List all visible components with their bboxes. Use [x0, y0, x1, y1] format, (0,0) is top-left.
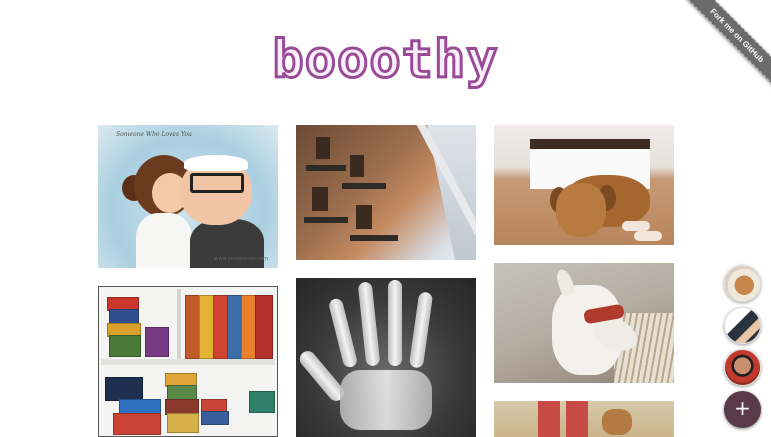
photo-greyhound-red-collar[interactable]	[494, 263, 674, 383]
illustration-signature: www.jonastorres.com	[214, 256, 268, 262]
photo-shape	[350, 235, 398, 241]
photo-shape	[357, 281, 381, 367]
photo-shape	[316, 137, 330, 159]
photo-shape	[109, 335, 141, 357]
avatar-person-red-shirt[interactable]	[724, 349, 761, 386]
photo-shape	[342, 183, 386, 189]
photo-shape	[312, 187, 328, 211]
photo-shape	[556, 183, 606, 237]
github-ribbon[interactable]: Fork me on GitHub	[681, 0, 771, 90]
illustration-shape	[190, 173, 244, 193]
photo-shape	[167, 413, 199, 433]
photo-shape	[145, 327, 169, 357]
photo-shape	[388, 280, 402, 366]
photo-shape	[427, 125, 476, 260]
photo-shape	[408, 291, 434, 369]
photo-building-facade[interactable]	[296, 125, 476, 260]
add-button[interactable]: +	[724, 391, 761, 428]
illustration-shape	[184, 155, 248, 171]
photo-shape	[602, 409, 632, 435]
photo-shape	[306, 165, 346, 171]
photo-shape	[350, 155, 364, 177]
photo-shape	[327, 297, 359, 369]
photo-shape	[105, 377, 143, 401]
avatar-person-hood[interactable]	[724, 307, 761, 344]
photo-hand-xray[interactable]	[296, 278, 476, 437]
photo-shape	[634, 231, 662, 241]
photo-shape	[304, 217, 348, 223]
illustration-shape	[136, 213, 192, 268]
photo-couple-illustration[interactable]: Someone Who Loves You www.jonastorres.co…	[98, 125, 278, 268]
photo-shape	[553, 267, 577, 297]
photo-shape	[538, 401, 560, 437]
photo-shape	[340, 370, 432, 430]
photo-dog-walk[interactable]	[494, 401, 674, 437]
photo-shape	[249, 391, 275, 413]
photo-board-game-shelves[interactable]	[98, 286, 278, 437]
github-ribbon-label[interactable]: Fork me on GitHub	[681, 0, 771, 90]
photo-dog-lying-floor[interactable]	[494, 125, 674, 245]
photo-shape	[177, 289, 181, 359]
photo-shape	[201, 411, 229, 425]
illustration-caption: Someone Who Loves You	[116, 131, 192, 138]
plus-icon: +	[734, 396, 751, 420]
avatar-dog[interactable]	[724, 265, 761, 302]
photo-shape	[255, 295, 273, 359]
illustration-shape	[190, 219, 264, 268]
photo-shape	[101, 359, 275, 365]
photo-shape	[622, 221, 650, 231]
photo-shape	[113, 413, 161, 435]
site-logo[interactable]: booothy	[271, 29, 499, 92]
photo-shape	[566, 401, 588, 437]
photo-shape	[356, 205, 372, 229]
